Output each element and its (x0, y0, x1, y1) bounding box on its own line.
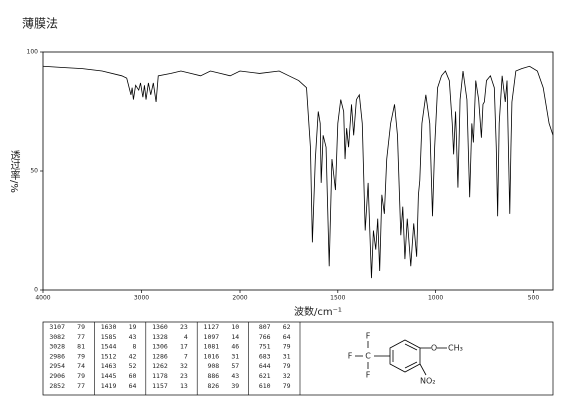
table-cell: 13 (180, 382, 188, 390)
table-cell: 1178 (152, 372, 168, 380)
table-cell: 77 (77, 382, 85, 390)
table-cell: 43 (231, 372, 239, 380)
y-axis-label: 透过率/% (8, 150, 20, 193)
atom-label: F (348, 352, 353, 361)
table-cell: 8 (132, 343, 136, 351)
x-tick-label: 4000 (35, 295, 50, 302)
table-cell: 1097 (204, 333, 220, 341)
y-tick-label: 100 (27, 49, 39, 56)
table-cell: 79 (283, 343, 291, 351)
table-cell: 610 (259, 382, 271, 390)
table-cell: 1419 (101, 382, 117, 390)
table-cell: 62 (283, 323, 291, 331)
table-cell: 39 (231, 382, 239, 390)
y-tick-label: 0 (34, 287, 38, 294)
bond (404, 361, 418, 369)
atom-label: CH₃ (448, 344, 463, 353)
table-cell: 32 (283, 372, 291, 380)
atom-label: F (366, 371, 371, 380)
table-cell: 31 (231, 352, 239, 360)
y-tick-label: 50 (30, 168, 38, 175)
table-cell: 23 (180, 323, 188, 331)
title: 薄膜法 (22, 16, 58, 31)
table-cell: 79 (77, 352, 85, 360)
table-cell: 2954 (49, 362, 65, 370)
table-cell: 1081 (204, 343, 220, 351)
table-cell: 683 (259, 352, 271, 360)
table-cell: 3028 (49, 343, 65, 351)
table-cell: 1016 (204, 352, 220, 360)
table-cell: 31 (283, 352, 291, 360)
structure (355, 339, 447, 376)
bond (419, 363, 427, 376)
table-cell: 79 (283, 382, 291, 390)
table-frame (42, 321, 554, 396)
table-cell: 17 (180, 343, 188, 351)
table-cell: 1544 (101, 343, 117, 351)
table-cell: 81 (77, 343, 85, 351)
table-cell: 908 (207, 362, 219, 370)
table-cell: 3107 (49, 323, 65, 331)
table-cell: 826 (207, 382, 219, 390)
table-cell: 46 (231, 343, 239, 351)
table-cell: 1512 (101, 352, 117, 360)
atom-label: F (366, 332, 371, 341)
table-cell: 1463 (101, 362, 117, 370)
bond (404, 343, 418, 351)
table-cell: 42 (129, 352, 137, 360)
x-tick-label: 3000 (134, 295, 149, 302)
table-cell: 1127 (204, 323, 220, 331)
x-tick-label: 2000 (232, 295, 247, 302)
table-cell: 1328 (152, 333, 168, 341)
table-cell: 43 (129, 333, 137, 341)
table-cell: 3082 (49, 333, 65, 341)
table-cell: 1157 (152, 382, 168, 390)
table-cell: 1630 (101, 323, 117, 331)
table-cell: 64 (129, 382, 137, 390)
table-cell: 807 (259, 323, 271, 331)
table-cell: 1445 (101, 372, 117, 380)
table-cell: 60 (129, 372, 137, 380)
table-cell: 1262 (152, 362, 168, 370)
table-cell: 4 (184, 333, 188, 341)
table-cell: 79 (77, 323, 85, 331)
table-cell: 1286 (152, 352, 168, 360)
x-tick-label: 1000 (428, 295, 443, 302)
table-cell: 766 (259, 333, 271, 341)
table-cell: 64 (283, 333, 291, 341)
table-cell: 52 (129, 362, 137, 370)
table-cell: 23 (180, 372, 188, 380)
x-tick-label: 500 (528, 295, 540, 302)
table-cell: 57 (231, 362, 239, 370)
table-cell: 886 (207, 372, 219, 380)
table-cell: 77 (77, 333, 85, 341)
table-cell: 2986 (49, 352, 65, 360)
table-cell: 621 (259, 372, 271, 380)
benzene-ring (389, 339, 421, 373)
table-cell: 32 (180, 362, 188, 370)
table-cell: 644 (259, 362, 271, 370)
table-cell: 1306 (152, 343, 168, 351)
table-cell: 2906 (49, 372, 65, 380)
table-cell: 14 (231, 333, 239, 341)
atom-label: NO₂ (420, 377, 436, 386)
table-cell: 74 (77, 362, 85, 370)
table-cell: 1360 (152, 323, 168, 331)
atom-label: C (365, 352, 371, 361)
table-cell: 1585 (101, 333, 117, 341)
table-cell: 19 (129, 323, 137, 331)
x-tick-label: 1500 (330, 295, 345, 302)
spectrum-line (42, 65, 554, 279)
table-cell: 10 (231, 323, 239, 331)
table-cell: 7 (184, 352, 188, 360)
table-cell: 751 (259, 343, 271, 351)
table-cell: 79 (283, 362, 291, 370)
atom-label: O (431, 344, 437, 353)
table-cell: 79 (77, 372, 85, 380)
x-axis-label: 波数/cm⁻¹ (294, 305, 342, 318)
table-cell: 2852 (49, 382, 65, 390)
